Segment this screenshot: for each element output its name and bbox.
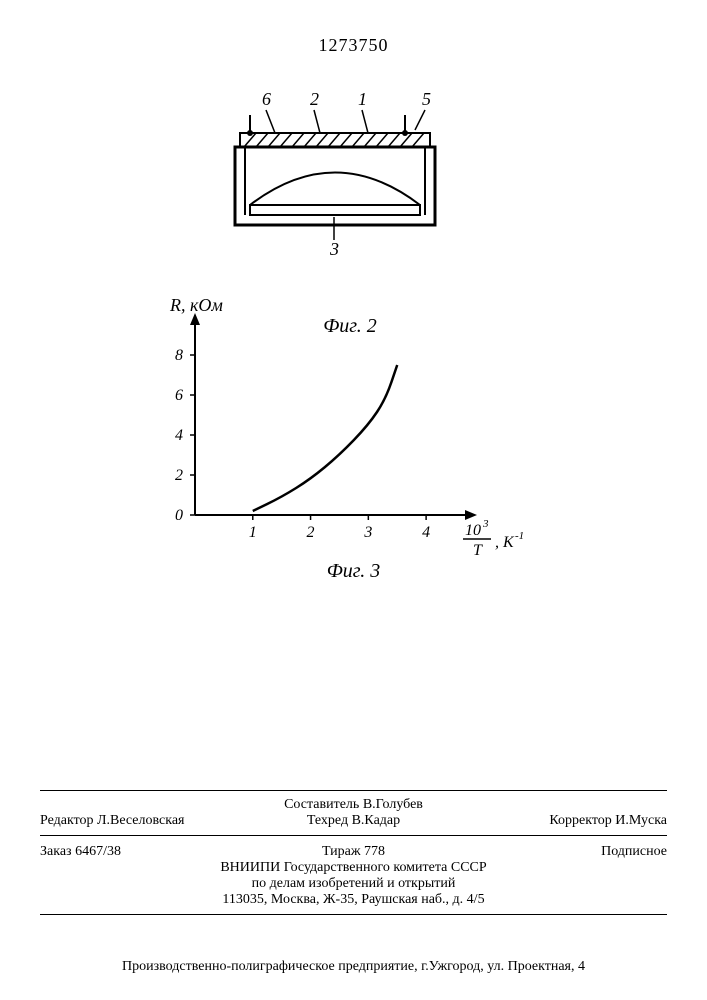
compiler-label: Составитель — [284, 797, 359, 812]
order-value: 6467/38 — [75, 844, 121, 859]
fig2-label-3: 3 — [329, 239, 339, 259]
svg-text:1: 1 — [249, 524, 257, 541]
org-line-2: по делам изобретений и открытий — [40, 876, 667, 892]
svg-text:0: 0 — [175, 507, 183, 524]
order-label: Заказ — [40, 844, 72, 859]
fig2-label-1: 1 — [358, 89, 367, 109]
fig2-label-5: 5 — [422, 89, 431, 109]
svg-text:4: 4 — [422, 524, 430, 541]
document-number: 1273750 — [0, 35, 707, 56]
figure-3: R, кОм 024681234103T, K-1 — [130, 295, 530, 595]
subscription: Подписное — [601, 844, 667, 859]
corrector-name: И.Муска — [615, 813, 667, 828]
techred-label: Техред — [307, 813, 348, 828]
tirage-label: Тираж — [322, 844, 361, 859]
svg-text:4: 4 — [175, 427, 183, 444]
figure-2-svg: 6 2 1 5 — [200, 85, 500, 285]
org-address: 113035, Москва, Ж-35, Раушская наб., д. … — [40, 892, 667, 908]
editor-label: Редактор — [40, 813, 94, 828]
svg-text:3: 3 — [482, 518, 489, 530]
tirage-value: 778 — [364, 844, 385, 859]
credits-block-mid: Заказ 6467/38 Тираж 778 Подписное ВНИИПИ… — [40, 838, 667, 915]
fig2-label-6: 6 — [262, 89, 271, 109]
compiler-name: В.Голубев — [363, 797, 423, 812]
svg-text:T: T — [473, 542, 483, 555]
fig2-label-2: 2 — [310, 89, 319, 109]
chart-svg: 024681234103T, K-1 — [130, 295, 530, 555]
svg-text:, K: , K — [495, 534, 515, 551]
figure-3-caption: Фиг. 3 — [0, 560, 707, 583]
chart-y-label: R, кОм — [170, 295, 223, 316]
credits-block-top: Составитель В.Голубев Редактор Л.Веселов… — [40, 790, 667, 836]
svg-text:2: 2 — [307, 524, 315, 541]
footer-line: Производственно-полиграфическое предприя… — [0, 959, 707, 975]
svg-text:2: 2 — [175, 467, 183, 484]
svg-text:10: 10 — [465, 522, 481, 539]
editor-name: Л.Веселовская — [97, 813, 184, 828]
techred-name: В.Кадар — [352, 813, 401, 828]
org-line-1: ВНИИПИ Государственного комитета СССР — [40, 860, 667, 876]
svg-text:-1: -1 — [515, 530, 524, 542]
svg-text:8: 8 — [175, 347, 183, 364]
svg-text:6: 6 — [175, 387, 183, 404]
figure-2: 6 2 1 5 — [200, 85, 500, 285]
corrector-label: Корректор — [549, 813, 611, 828]
page-root: 1273750 6 2 1 5 — [0, 0, 707, 1000]
svg-text:3: 3 — [363, 524, 372, 541]
